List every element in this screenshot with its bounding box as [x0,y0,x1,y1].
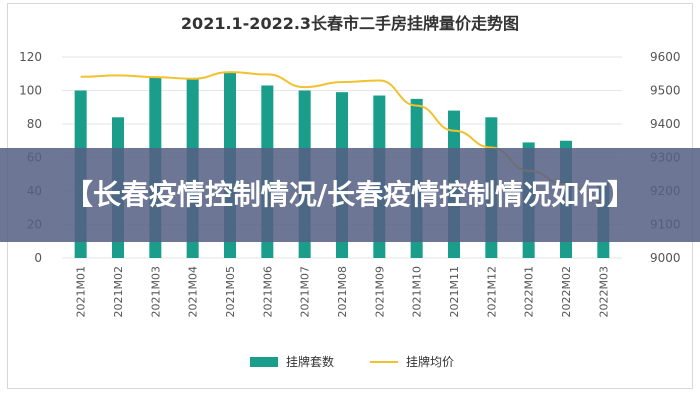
legend-item-avg-price: 挂牌均价 [370,353,454,370]
y-right-tick-label: 9400 [650,117,681,131]
y-left-tick-label: 80 [27,117,42,131]
chart-title: 2021.1-2022.3长春市二手房挂牌量价走势图 [180,14,520,33]
y-right-tick-label: 9600 [650,50,681,64]
x-tick-label: 2022M03 [597,266,610,317]
x-tick-label: 2021M09 [373,266,386,317]
chart-legend: 挂牌套数 挂牌均价 [0,353,700,371]
x-tick-label: 2021M07 [299,266,312,317]
headline-banner: 【长春疫情控制情况/长春疫情控制情况如何】 [0,148,700,242]
x-tick-label: 2021M08 [336,266,349,317]
x-tick-label: 2021M11 [448,266,461,317]
x-tick-label: 2022M02 [560,266,573,317]
x-tick-label: 2022M01 [523,266,536,317]
y-left-tick-label: 100 [19,84,42,98]
x-tick-label: 2021M05 [224,266,237,317]
y-left-tick-label: 0 [34,251,42,265]
x-tick-label: 2021M06 [261,266,274,317]
x-tick-label: 2021M01 [75,266,88,317]
x-tick-label: 2021M12 [485,266,498,317]
legend-swatch-avg-price [370,360,398,363]
y-right-tick-label: 9000 [650,251,681,265]
legend-label-avg-price: 挂牌均价 [406,355,455,369]
x-tick-label: 2021M03 [149,266,162,317]
headline-text: 【长春疫情控制情况/长春疫情控制情况如何】 [64,178,636,211]
y-right-tick-label: 9500 [650,84,681,98]
legend-item-listings: 挂牌套数 [250,353,334,370]
legend-swatch-listings [250,356,278,367]
legend-label-listings: 挂牌套数 [286,355,335,369]
x-tick-label: 2021M04 [187,266,200,317]
x-tick-label: 2021M10 [411,266,424,317]
y-left-tick-label: 120 [19,50,42,64]
x-tick-label: 2021M02 [112,266,125,317]
